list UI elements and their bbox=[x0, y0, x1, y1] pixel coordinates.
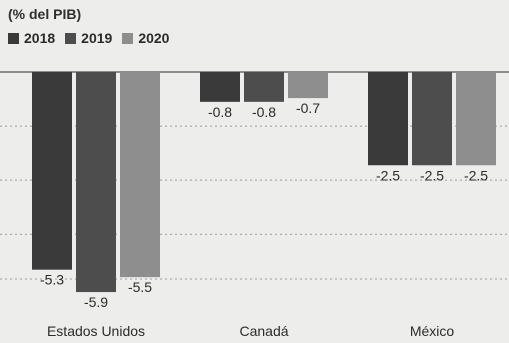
bar-estados-unidos-2019 bbox=[76, 72, 116, 293]
category-label-canad-: Canadá bbox=[239, 323, 288, 339]
legend-label-2020: 2020 bbox=[138, 30, 170, 46]
value-label-m-xico-2018: -2.5 bbox=[376, 167, 400, 183]
bar-m-xico-2018 bbox=[368, 72, 408, 166]
bar-canad--2018 bbox=[200, 72, 240, 102]
category-label-estados-unidos: Estados Unidos bbox=[47, 323, 145, 339]
bar-m-xico-2019 bbox=[412, 72, 452, 166]
value-label-m-xico-2019: -2.5 bbox=[420, 167, 444, 183]
bar-estados-unidos-2018 bbox=[32, 72, 72, 270]
bar-estados-unidos-2020 bbox=[120, 72, 160, 278]
legend-swatch-2020 bbox=[122, 32, 134, 44]
chart-legend: 2018 2019 2020 bbox=[8, 30, 169, 46]
value-label-estados-unidos-2018: -5.3 bbox=[40, 272, 64, 288]
value-label-m-xico-2020: -2.5 bbox=[464, 167, 488, 183]
category-label-m-xico: México bbox=[410, 323, 455, 339]
value-label-canad--2020: -0.7 bbox=[296, 100, 320, 116]
legend-swatch-2018 bbox=[8, 32, 19, 44]
chart-subtitle: (% del PIB) bbox=[8, 6, 82, 22]
bar-canad--2019 bbox=[244, 72, 284, 102]
legend-label-2018: 2018 bbox=[24, 30, 56, 46]
legend-item-2018: 2018 bbox=[8, 30, 55, 46]
legend-item-2019: 2019 bbox=[65, 30, 112, 46]
value-label-canad--2019: -0.8 bbox=[252, 104, 276, 120]
legend-label-2019: 2019 bbox=[81, 30, 113, 46]
value-label-estados-unidos-2020: -5.5 bbox=[128, 279, 152, 295]
value-label-canad--2018: -0.8 bbox=[208, 104, 232, 120]
legend-swatch-2019 bbox=[65, 32, 77, 44]
legend-item-2020: 2020 bbox=[122, 30, 169, 46]
bar-canad--2020 bbox=[288, 72, 328, 99]
bar-m-xico-2020 bbox=[456, 72, 496, 166]
value-label-estados-unidos-2019: -5.9 bbox=[84, 294, 108, 310]
